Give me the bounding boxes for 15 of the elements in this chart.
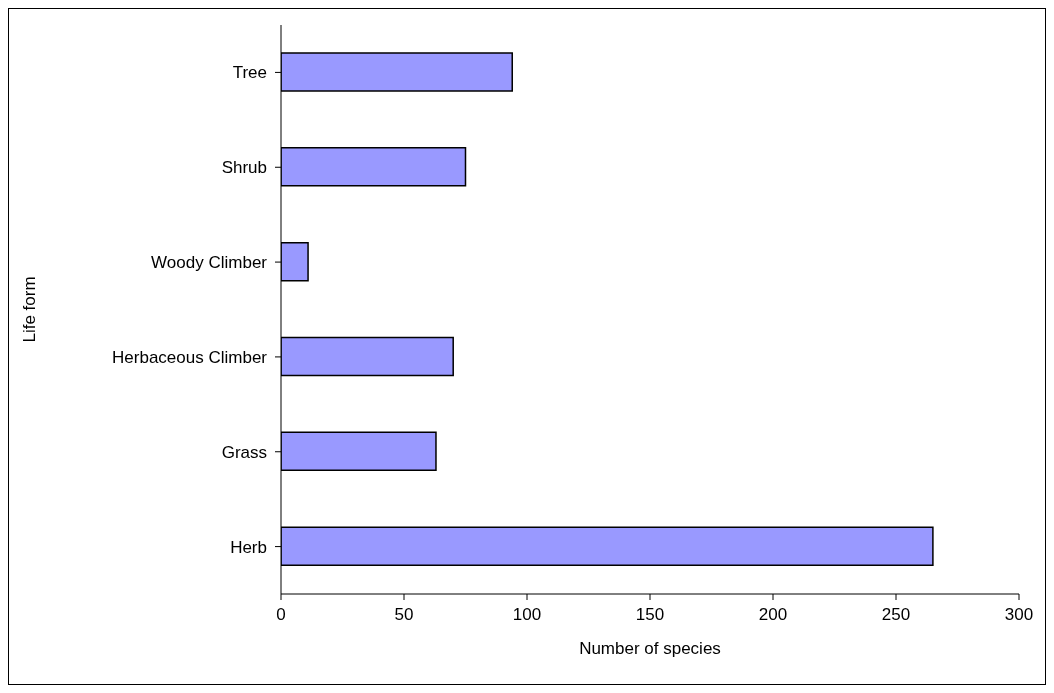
y-axis-title: Life form — [20, 276, 40, 343]
x-tick-label: 100 — [512, 605, 542, 625]
x-tick-label: 150 — [635, 605, 665, 625]
y-tick-label: Tree — [232, 63, 267, 83]
y-tick-label: Shrub — [221, 158, 267, 178]
x-tick-label: 200 — [758, 605, 788, 625]
x-axis-title: Number of species — [579, 639, 721, 658]
x-tick-label: 0 — [276, 605, 286, 625]
y-tick-label: Herb — [230, 537, 267, 557]
y-tick-label: Woody Climber — [151, 253, 268, 273]
y-tick-label: Herbaceous Climber — [112, 347, 268, 367]
x-tick-label: 300 — [1004, 605, 1034, 625]
x-tick-label: 250 — [881, 605, 911, 625]
x-tick-label: 50 — [394, 605, 414, 625]
y-tick-label: Grass — [221, 442, 267, 462]
